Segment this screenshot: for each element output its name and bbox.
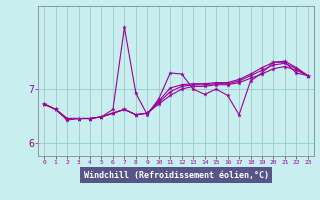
X-axis label: Windchill (Refroidissement éolien,°C): Windchill (Refroidissement éolien,°C) xyxy=(84,171,268,180)
